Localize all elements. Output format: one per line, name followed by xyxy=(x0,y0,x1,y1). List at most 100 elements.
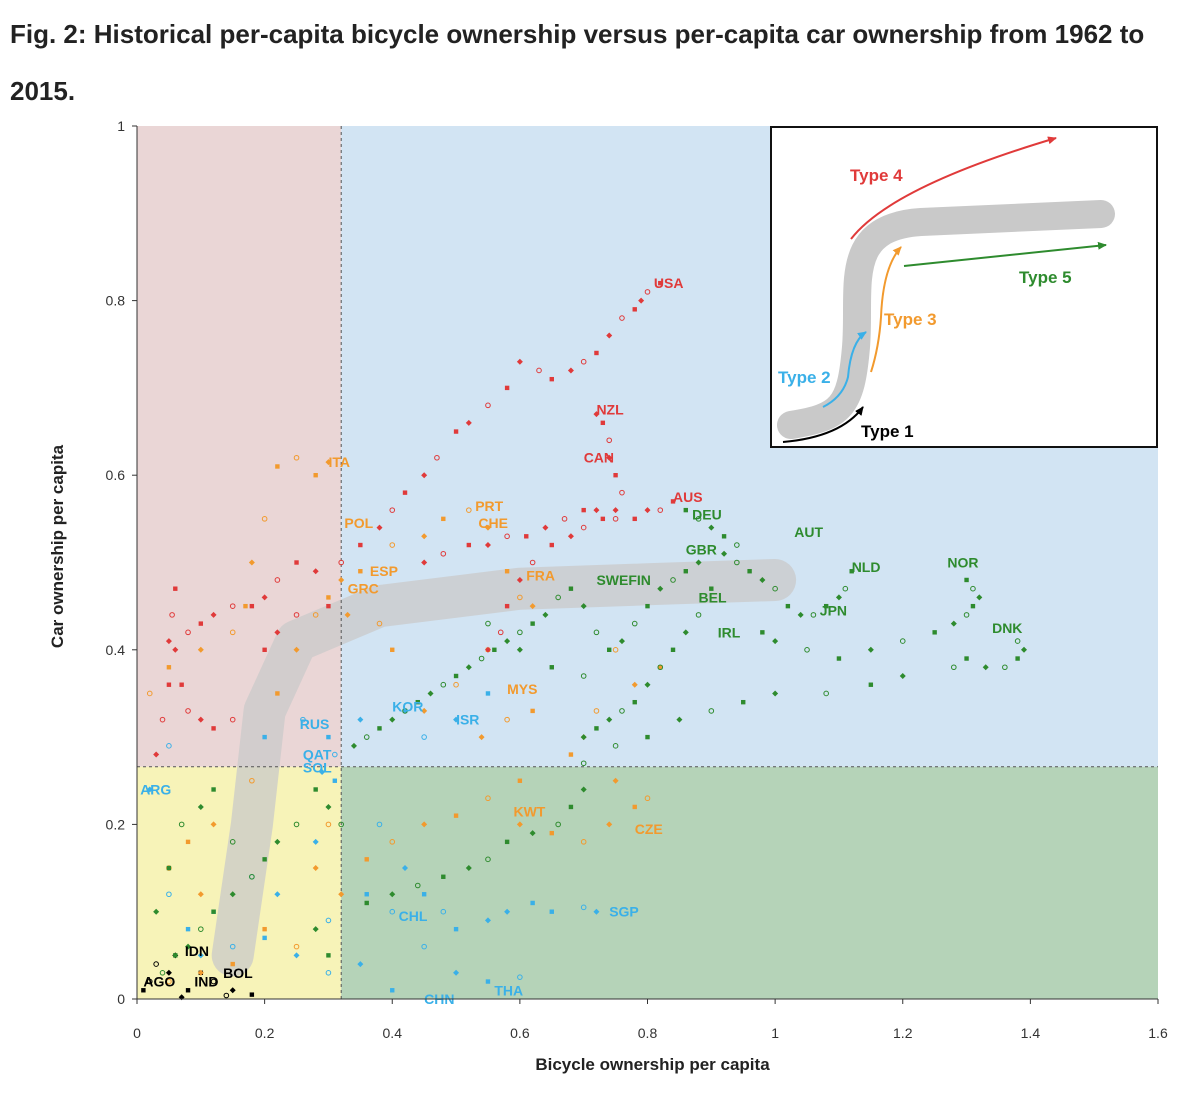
point-type-5 xyxy=(593,629,600,636)
point-type-5 xyxy=(682,629,689,636)
point-type-5 xyxy=(229,891,236,898)
point-type-5 xyxy=(580,734,587,741)
point-type-5 xyxy=(670,577,676,583)
point-type-3 xyxy=(421,533,428,540)
x-tick-label: 1.6 xyxy=(1148,1025,1168,1041)
point-type-5 xyxy=(211,909,216,914)
point-type-3 xyxy=(478,734,485,741)
point-type-3 xyxy=(631,681,638,688)
point-type-5 xyxy=(607,647,612,652)
point-type-4 xyxy=(567,533,574,540)
point-type-4 xyxy=(613,473,618,478)
point-type-4 xyxy=(172,646,179,653)
point-type-5 xyxy=(517,629,523,636)
point-type-4 xyxy=(658,280,663,286)
point-type-5 xyxy=(529,830,536,837)
point-type-5 xyxy=(612,743,619,749)
point-type-3 xyxy=(261,516,268,522)
inset-arrow-type-3 xyxy=(870,246,902,373)
point-type-4 xyxy=(638,297,645,304)
point-type-4 xyxy=(229,603,236,609)
point-type-2 xyxy=(332,778,338,783)
point-type-3 xyxy=(230,961,235,967)
inset-label-type-5: Type 5 xyxy=(1019,268,1072,287)
point-type-4 xyxy=(274,629,281,636)
point-type-5 xyxy=(747,569,752,574)
point-type-4 xyxy=(580,524,587,531)
point-type-5 xyxy=(173,953,178,958)
point-type-2 xyxy=(166,891,172,898)
country-label-gbr: GBR xyxy=(686,541,717,557)
trend-band xyxy=(211,559,797,977)
point-type-2 xyxy=(364,892,369,897)
country-label-fra: FRA xyxy=(526,568,555,584)
point-type-5 xyxy=(631,620,638,627)
figure-title: Fig. 2: Historical per-capita bicycle ow… xyxy=(10,19,1145,106)
point-type-3 xyxy=(197,891,204,898)
region-high-bicycle-low-car xyxy=(341,766,1158,999)
point-type-4 xyxy=(173,586,178,591)
point-type-4 xyxy=(632,307,637,312)
inset-band xyxy=(777,200,1115,439)
point-type-5 xyxy=(868,682,874,687)
inset-arrow-type-2 xyxy=(822,331,867,408)
point-type-2 xyxy=(376,821,383,828)
point-type-2 xyxy=(402,708,408,714)
point-type-4 xyxy=(159,716,166,723)
point-type-5 xyxy=(441,874,446,879)
point-type-5 xyxy=(568,804,574,810)
point-type-4 xyxy=(593,411,600,418)
point-type-5 xyxy=(772,585,778,592)
x-tick-label: 0.4 xyxy=(383,1025,403,1041)
point-type-2 xyxy=(293,952,300,959)
point-type-5 xyxy=(580,760,587,767)
point-type-5 xyxy=(485,856,491,863)
point-type-4 xyxy=(358,542,363,548)
country-label-che: CHE xyxy=(478,515,508,531)
country-label-sgp: SGP xyxy=(609,904,639,920)
point-type-5 xyxy=(465,664,472,671)
point-type-5 xyxy=(644,681,651,688)
point-type-3 xyxy=(358,569,363,574)
point-type-5 xyxy=(313,787,318,792)
point-type-5 xyxy=(657,664,664,671)
point-type-5 xyxy=(970,585,976,592)
point-type-4 xyxy=(453,429,459,434)
inset-arrow-type-4 xyxy=(850,136,1057,240)
point-type-5 xyxy=(1014,638,1021,644)
point-type-4 xyxy=(210,611,217,618)
x-tick-label: 1.2 xyxy=(893,1025,913,1041)
point-type-5 xyxy=(849,569,854,574)
point-type-5 xyxy=(377,726,382,731)
point-type-2 xyxy=(325,970,332,976)
inset-label-type-2: Type 2 xyxy=(778,368,831,387)
country-label-deu: DEU xyxy=(692,506,722,522)
country-label-grc: GRC xyxy=(348,581,379,597)
point-type-5 xyxy=(823,603,829,609)
point-type-3 xyxy=(485,795,491,802)
point-type-2 xyxy=(357,961,364,968)
point-type-4 xyxy=(606,332,613,339)
country-label-fin: FIN xyxy=(628,572,651,588)
point-type-2 xyxy=(229,943,236,950)
point-type-3 xyxy=(529,603,536,610)
point-type-5 xyxy=(504,638,511,645)
point-type-5 xyxy=(465,865,472,872)
y-tick-label: 0.2 xyxy=(106,816,126,832)
point-type-5 xyxy=(229,839,236,845)
threshold-lines xyxy=(137,126,1158,999)
point-type-4 xyxy=(312,568,319,575)
x-tick-label: 0.6 xyxy=(510,1025,530,1041)
country-label-sol: SOL xyxy=(303,760,332,776)
y-tick-label: 0.6 xyxy=(106,467,126,483)
y-tick-label: 0.8 xyxy=(106,293,126,309)
point-type-1 xyxy=(153,961,159,967)
point-type-4 xyxy=(376,524,383,531)
point-type-2 xyxy=(485,691,491,696)
point-type-5 xyxy=(708,524,715,531)
point-type-3 xyxy=(632,804,637,810)
point-type-4 xyxy=(261,594,268,601)
point-type-4 xyxy=(581,507,586,513)
point-type-3 xyxy=(197,646,204,653)
point-type-2 xyxy=(312,838,319,845)
